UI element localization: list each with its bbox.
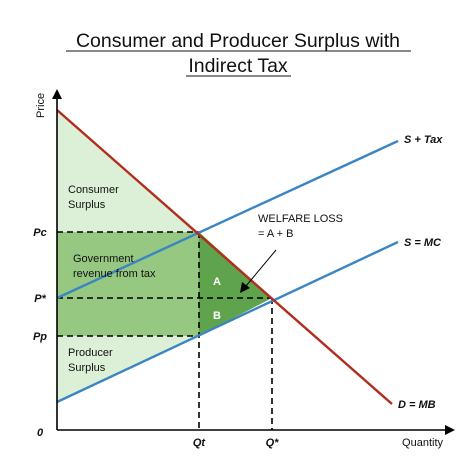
government-revenue-area xyxy=(57,232,199,336)
supply-plus-tax-curve xyxy=(56,139,399,300)
area-a-label: A xyxy=(213,276,221,288)
consumer-surplus-label-line1: Consumer xyxy=(68,184,119,196)
supply-curve xyxy=(56,240,399,404)
welfare-loss-arrow-icon xyxy=(240,282,250,293)
origin-label: 0 xyxy=(37,427,44,439)
quantity-tick-qt: Qt xyxy=(193,437,207,449)
diagram-title-line1: Consumer and Producer Surplus with xyxy=(76,30,400,52)
diagram-title-line2: Indirect Tax xyxy=(188,55,288,77)
y-axis-label: Price xyxy=(35,93,47,118)
producer-surplus-label-line1: Producer xyxy=(68,347,113,359)
government-revenue-label-line1: Government xyxy=(73,253,134,265)
supply-plus-tax-label: S + Tax xyxy=(404,134,443,146)
axes xyxy=(52,89,455,435)
welfare-loss-label-line2: = A + B xyxy=(258,228,293,240)
welfare-loss-pointer xyxy=(245,249,277,287)
y-axis-arrow-icon xyxy=(52,89,62,99)
x-axis-arrow-icon xyxy=(445,425,455,435)
consumer-surplus-label-line2: Surplus xyxy=(68,199,106,211)
price-tick-pp: Pp xyxy=(33,331,47,343)
producer-surplus-label-line2: Surplus xyxy=(68,362,106,374)
area-b-label: B xyxy=(213,310,221,322)
x-axis-label: Quantity xyxy=(402,437,443,449)
supply-label: S = MC xyxy=(404,237,442,249)
price-tick-pstar: P* xyxy=(34,293,46,305)
demand-label: D = MB xyxy=(398,399,436,411)
demand-curve xyxy=(56,109,393,405)
price-tick-pc: Pc xyxy=(33,227,46,239)
welfare-loss-label-line1: WELFARE LOSS xyxy=(258,213,343,225)
government-revenue-label-line2: revenue from tax xyxy=(73,268,156,280)
quantity-tick-qstar: Q* xyxy=(266,437,280,449)
